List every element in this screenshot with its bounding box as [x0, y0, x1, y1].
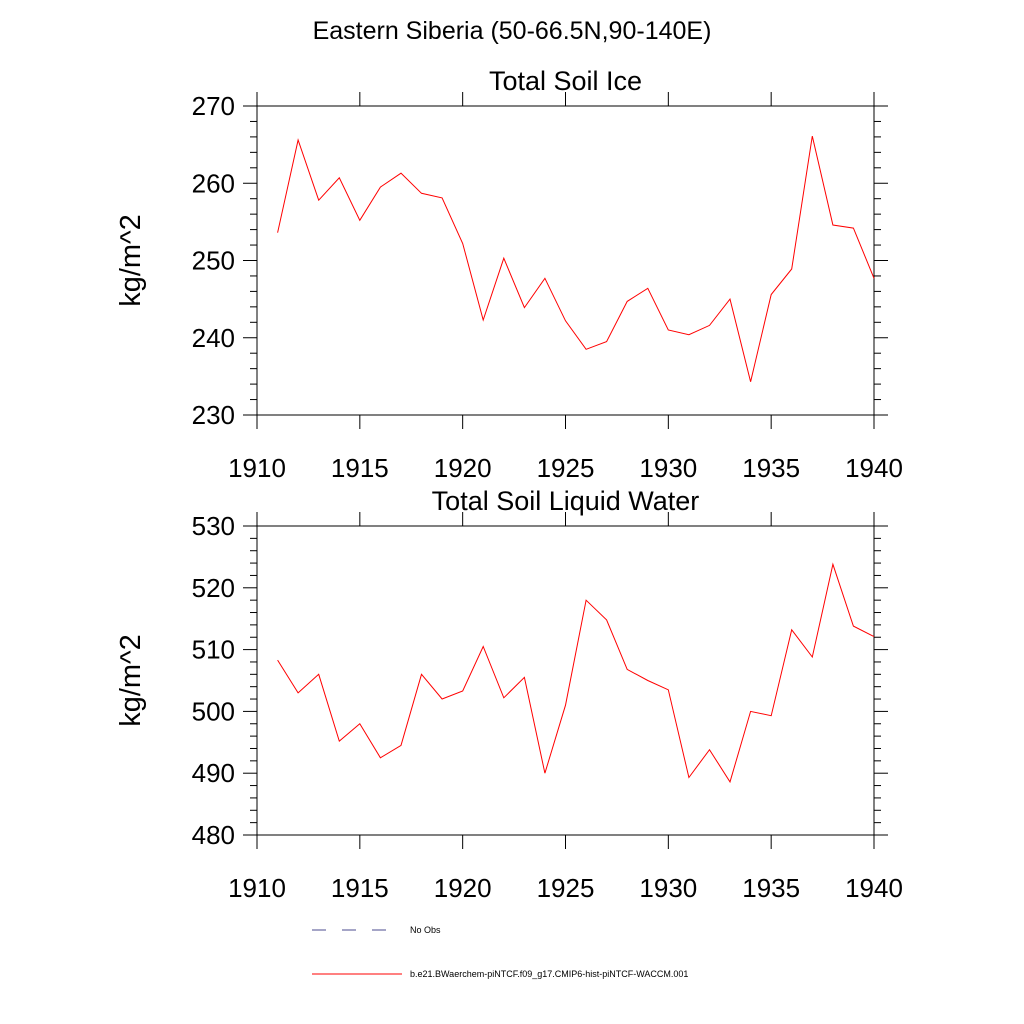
y-tick-label: 480 — [192, 820, 235, 850]
x-tick-label: 1925 — [537, 873, 595, 903]
plot-frame — [256, 525, 875, 836]
y-tick-label: 260 — [192, 168, 235, 198]
x-tick-label: 1920 — [434, 453, 492, 483]
y-tick-label: 230 — [192, 400, 235, 430]
y-axis-label: kg/m^2 — [115, 214, 147, 307]
y-tick-label: 490 — [192, 758, 235, 788]
x-tick-label: 1935 — [742, 873, 800, 903]
y-tick-label: 270 — [192, 91, 235, 121]
page-title: Eastern Siberia (50-66.5N,90-140E) — [312, 17, 712, 45]
y-tick-label: 510 — [192, 635, 235, 665]
x-tick-label: 1935 — [742, 453, 800, 483]
legend-no-obs-label: No Obs — [410, 925, 441, 935]
legend-model-label: b.e21.BWaerchem-piNTCF.f09_g17.CMIP6-his… — [410, 969, 688, 979]
y-axis-label: kg/m^2 — [115, 634, 147, 727]
y-tick-label: 500 — [192, 696, 235, 726]
y-tick-label: 520 — [192, 573, 235, 603]
plot-frame — [256, 105, 875, 416]
y-tick-label: 530 — [192, 511, 235, 541]
panel-total-soil-ice: 230 240 250 260 270 1910 1915 1920 1925 1930 1935 1… — [115, 66, 903, 483]
x-tick-label: 1910 — [228, 453, 286, 483]
x-tick-label: 1920 — [434, 873, 492, 903]
y-tick-label: 250 — [192, 246, 235, 276]
x-tick-label: 1910 — [228, 873, 286, 903]
x-tick-label: 1915 — [331, 873, 389, 903]
x-tick-label: 1940 — [845, 453, 903, 483]
x-tick-label: 1930 — [639, 873, 697, 903]
x-tick-label: 1930 — [639, 453, 697, 483]
series-line — [277, 135, 875, 382]
panel-title: Total Soil Ice — [489, 66, 642, 96]
legend: No Obs b.e21.BWaerchem-piNTCF.f09_g17.CM… — [312, 925, 688, 979]
y-tick-label: 240 — [192, 323, 235, 353]
x-tick-label: 1915 — [331, 453, 389, 483]
x-tick-label: 1925 — [537, 453, 595, 483]
panel-total-soil-liquid-water: 480 490 500 510 520 530 1910 1915 1920 1925 1930 19… — [115, 486, 903, 903]
x-tick-label: 1940 — [845, 873, 903, 903]
panel-title: Total Soil Liquid Water — [432, 486, 700, 516]
series-line — [277, 562, 875, 784]
